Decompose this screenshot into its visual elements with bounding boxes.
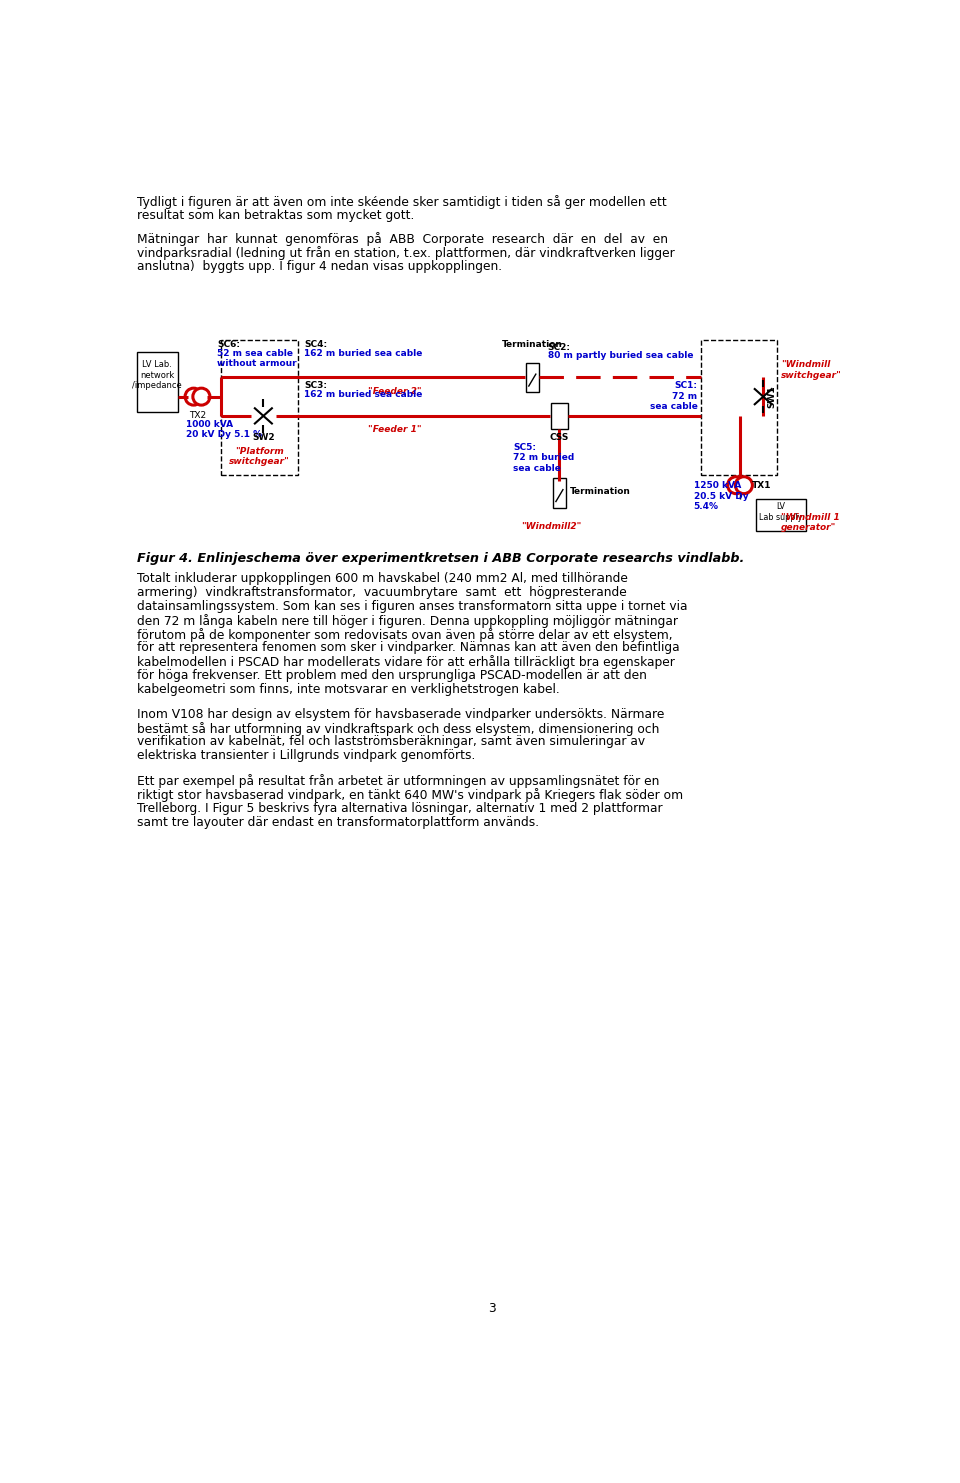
Text: Ett par exempel på resultat från arbetet är utformningen av uppsamlingsnätet för: Ett par exempel på resultat från arbetet…	[137, 774, 660, 787]
Text: 80 m partly buried sea cable: 80 m partly buried sea cable	[548, 351, 693, 360]
Text: kabelgeometri som finns, inte motsvarar en verklighetstrogen kabel.: kabelgeometri som finns, inte motsvarar …	[137, 684, 560, 696]
Text: datainsamlingssystem. Som kan ses i figuren anses transformatorn sitta uppe i to: datainsamlingssystem. Som kan ses i figu…	[137, 601, 687, 612]
Text: Totalt inkluderar uppkopplingen 600 m havskabel (240 mm2 Al, med tillhörande: Totalt inkluderar uppkopplingen 600 m ha…	[137, 572, 628, 586]
Text: "Windmill 1
generator": "Windmill 1 generator"	[781, 513, 840, 532]
Text: Termination: Termination	[570, 486, 631, 495]
Text: SC4:: SC4:	[304, 341, 327, 350]
Text: kabelmodellen i PSCAD har modellerats vidare för att erhålla tillräckligt bra eg: kabelmodellen i PSCAD har modellerats vi…	[137, 655, 675, 669]
Text: armering)  vindkraftstransformator,  vacuumbrytare  samt  ett  högpresterande: armering) vindkraftstransformator, vacuu…	[137, 586, 627, 599]
Text: resultat som kan betraktas som mycket gott.: resultat som kan betraktas som mycket go…	[137, 209, 415, 222]
Text: SC1:
72 m
sea cable: SC1: 72 m sea cable	[650, 381, 697, 411]
Text: Trelleborg. I Figur 5 beskrivs fyra alternativa lösningar, alternativ 1 med 2 pl: Trelleborg. I Figur 5 beskrivs fyra alte…	[137, 802, 662, 814]
Text: "Windmill2": "Windmill2"	[521, 522, 582, 531]
Text: LV
Lab supply: LV Lab supply	[758, 503, 802, 522]
Circle shape	[185, 389, 203, 405]
Bar	[701, 341, 778, 475]
Bar	[756, 500, 805, 531]
Text: SC2:: SC2:	[548, 343, 571, 351]
Text: SC6:: SC6:	[217, 341, 240, 350]
Text: 1250 kVA
20.5 kV Dy
5.4%: 1250 kVA 20.5 kV Dy 5.4%	[693, 482, 748, 512]
Text: 1000 kVA
20 kV Dy 5.1 %: 1000 kVA 20 kV Dy 5.1 %	[186, 420, 262, 439]
Text: TX1: TX1	[752, 482, 771, 491]
Text: 3: 3	[488, 1302, 496, 1315]
Text: SC5:
72 m buried
sea cable: SC5: 72 m buried sea cable	[513, 443, 574, 473]
Text: Termination: Termination	[502, 341, 563, 350]
Text: anslutna)  byggts upp. I figur 4 nedan visas uppkopplingen.: anslutna) byggts upp. I figur 4 nedan vi…	[137, 260, 502, 273]
Text: 162 m buried sea cable: 162 m buried sea cable	[304, 390, 422, 399]
Circle shape	[735, 476, 753, 494]
Text: "Feeder 2": "Feeder 2"	[369, 387, 422, 396]
Text: TX2: TX2	[189, 411, 206, 420]
Bar	[221, 341, 299, 475]
Text: för höga frekvenser. Ett problem med den ursprungliga PSCAD-modellen är att den: för höga frekvenser. Ett problem med den…	[137, 669, 647, 682]
Text: SW1: SW1	[767, 386, 777, 408]
Circle shape	[193, 389, 210, 405]
Bar	[551, 403, 568, 429]
Text: "Windmill
switchgear": "Windmill switchgear"	[781, 360, 842, 380]
Text: 162 m buried sea cable: 162 m buried sea cable	[304, 349, 422, 357]
Text: LV Lab.
network
/impedance: LV Lab. network /impedance	[132, 360, 182, 390]
Text: Mätningar  har  kunnat  genomföras  på  ABB  Corporate  research  där  en  del  : Mätningar har kunnat genomföras på ABB C…	[137, 231, 668, 246]
Text: för att representera fenomen som sker i vindparker. Nämnas kan att även den befi: för att representera fenomen som sker i …	[137, 642, 680, 654]
Text: vindparksradial (ledning ut från en station, t.ex. plattformen, där vindkraftver: vindparksradial (ledning ut från en stat…	[137, 246, 675, 260]
Text: CSS: CSS	[550, 433, 569, 442]
Text: elektriska transienter i Lillgrunds vindpark genomförts.: elektriska transienter i Lillgrunds vind…	[137, 749, 475, 762]
Text: Tydligt i figuren är att även om inte skéende sker samtidigt i tiden så ger mode: Tydligt i figuren är att även om inte sk…	[137, 194, 667, 209]
Text: Figur 4. Enlinjeschema över experimentkretsen i ABB Corporate researchs vindlabb: Figur 4. Enlinjeschema över experimentkr…	[137, 552, 744, 565]
Text: förutom på de komponenter som redovisats ovan även på större delar av ett elsyst: förutom på de komponenter som redovisats…	[137, 627, 673, 642]
Text: Inom V108 har design av elsystem för havsbaserade vindparker undersökts. Närmare: Inom V108 har design av elsystem för hav…	[137, 707, 664, 721]
Text: verifikation av kabelnät, fel och lastströmsberäkningar, samt även simuleringar : verifikation av kabelnät, fel och lastst…	[137, 736, 645, 749]
Text: SW2: SW2	[252, 433, 275, 442]
Bar	[137, 351, 179, 412]
Text: den 72 m långa kabeln nere till höger i figuren. Denna uppkoppling möjliggör mät: den 72 m långa kabeln nere till höger i …	[137, 614, 678, 627]
Text: SC3:: SC3:	[304, 381, 327, 390]
Circle shape	[728, 476, 745, 494]
Text: 52 m sea cable
without armour: 52 m sea cable without armour	[217, 349, 297, 368]
Text: riktigt stor havsbaserad vindpark, en tänkt 640 MW's vindpark på Kriegers flak s: riktigt stor havsbaserad vindpark, en tä…	[137, 787, 684, 802]
Text: "Platform
switchgear": "Platform switchgear"	[229, 446, 290, 466]
Text: "Feeder 1": "Feeder 1"	[369, 426, 422, 435]
Text: bestämt så har utformning av vindkraftspark och dess elsystem, dimensionering oc: bestämt så har utformning av vindkraftsp…	[137, 722, 660, 736]
Bar	[553, 478, 565, 507]
Text: samt tre layouter där endast en transformatorplattform används.: samt tre layouter där endast en transfor…	[137, 816, 540, 829]
Bar	[526, 363, 539, 392]
